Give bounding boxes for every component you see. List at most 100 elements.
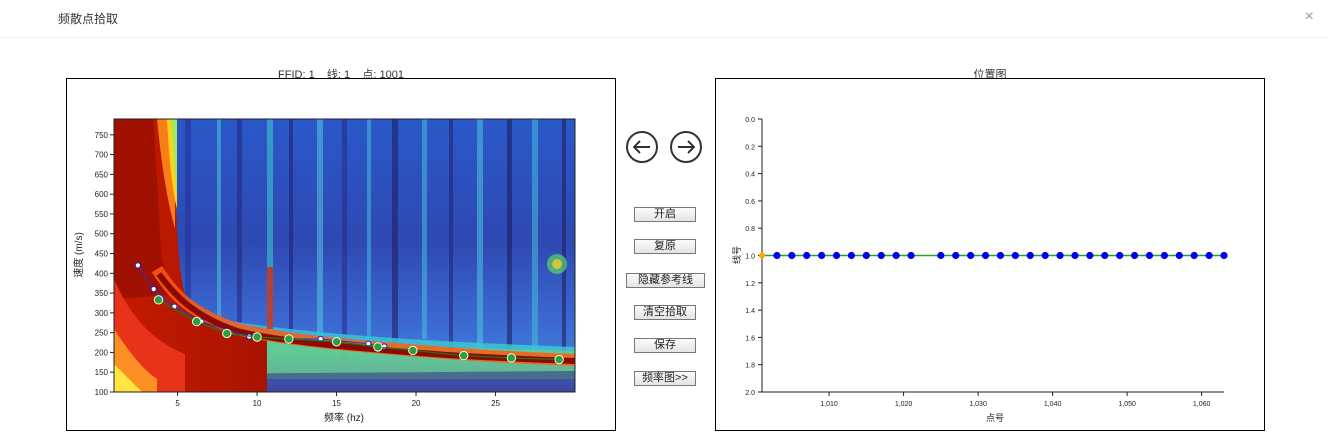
x-tick-label: 20 — [412, 399, 421, 408]
position-chart[interactable]: 0.0 0.2 0.4 0.6 0.8 1.0 1.2 1.4 1.6 1.8 2.0 1,010 1,… — [716, 79, 1264, 430]
x-axis-label: 点号 — [986, 413, 1004, 423]
x-tick-label: 10 — [253, 399, 262, 408]
position-point[interactable] — [1101, 251, 1109, 260]
position-chart-frame: 0.0 0.2 0.4 0.6 0.8 1.0 1.2 1.4 1.6 1.8 2.0 1,010 1,… — [715, 78, 1265, 431]
x-tick-label: 5 — [175, 399, 180, 408]
reference-point — [134, 262, 141, 269]
y-tick-label: 0.2 — [745, 144, 755, 151]
y-tick-label: 1.8 — [745, 363, 755, 370]
y-axis-label: 线号 — [731, 246, 742, 264]
position-point[interactable] — [1011, 251, 1019, 260]
y-tick-label: 600 — [95, 190, 109, 199]
y-tick-label: 0.6 — [745, 199, 755, 206]
position-point[interactable] — [996, 251, 1005, 260]
position-point[interactable] — [1086, 251, 1094, 260]
position-point[interactable] — [937, 251, 945, 260]
y-tick-label: 100 — [95, 388, 109, 397]
hide-reference-line-button[interactable]: 隐藏参考线 — [626, 273, 705, 288]
position-point[interactable] — [1071, 251, 1079, 260]
y-tick-label: 500 — [95, 230, 109, 239]
y-tick-label: 2.0 — [745, 390, 755, 397]
x-axis-label: 频率 (hz) — [324, 411, 364, 424]
position-point[interactable] — [952, 251, 960, 260]
y-tick-label: 700 — [95, 151, 109, 160]
position-point[interactable] — [862, 251, 870, 260]
x-tick-label: 1,010 — [820, 401, 838, 408]
x-tick-label: 1,060 — [1193, 401, 1211, 408]
picked-point[interactable] — [331, 337, 342, 347]
x-tick-label: 15 — [332, 399, 341, 408]
y-tick-label: 650 — [95, 170, 109, 179]
position-point[interactable] — [1205, 251, 1213, 260]
x-tick-label: 1,040 — [1044, 401, 1062, 408]
x-tick-label: 1,030 — [969, 401, 987, 408]
header-divider — [0, 37, 1328, 38]
position-point[interactable] — [1190, 251, 1198, 260]
y-axis-label: 速度 (m/s) — [72, 232, 85, 278]
x-tick-label: 1,050 — [1118, 401, 1136, 408]
y-tick-label: 0.0 — [745, 117, 755, 124]
restore-button[interactable]: 复原 — [634, 239, 696, 254]
position-point[interactable] — [892, 251, 900, 260]
position-point[interactable] — [1026, 251, 1034, 260]
picked-point[interactable] — [153, 295, 164, 305]
position-point[interactable] — [1145, 251, 1154, 260]
y-tick-label: 200 — [95, 348, 109, 357]
position-point[interactable] — [847, 251, 856, 260]
position-point[interactable] — [832, 251, 841, 260]
frequency-chart-button[interactable]: 频率图>> — [634, 371, 696, 386]
position-point[interactable] — [981, 251, 990, 260]
position-point[interactable] — [788, 251, 796, 260]
y-tick-label: 0.8 — [745, 226, 755, 233]
y-tick-label: 0.4 — [745, 172, 755, 179]
open-button[interactable]: 开启 — [634, 207, 696, 222]
picked-point[interactable] — [252, 332, 262, 342]
prev-button[interactable] — [626, 131, 658, 163]
position-point[interactable] — [967, 251, 975, 260]
y-tick-label: 300 — [95, 309, 109, 318]
position-point[interactable] — [1130, 251, 1139, 260]
dispersion-chart[interactable]: 5 10 15 20 25 100 150 200 250 300 350 400 450 500 550 6… — [67, 79, 615, 430]
position-point[interactable] — [818, 251, 826, 260]
reference-point — [150, 286, 157, 293]
arrow-left-circle-icon — [633, 140, 650, 154]
y-tick-label: 1.6 — [745, 335, 755, 342]
picked-point[interactable] — [408, 345, 418, 356]
position-point[interactable] — [1056, 251, 1064, 260]
picked-point[interactable] — [373, 342, 383, 352]
position-point[interactable] — [773, 251, 781, 260]
position-point[interactable] — [1041, 251, 1049, 260]
x-tick-label: 1,020 — [895, 401, 913, 408]
position-point[interactable] — [1116, 251, 1124, 260]
y-tick-label: 400 — [95, 269, 109, 278]
position-point[interactable] — [1175, 251, 1183, 260]
y-tick-label: 1.0 — [745, 254, 755, 261]
clear-picks-button[interactable]: 清空拾取 — [634, 305, 696, 320]
y-tick-label: 250 — [95, 329, 109, 338]
dispersion-chart-frame: 5 10 15 20 25 100 150 200 250 300 350 400 450 500 550 6… — [66, 78, 616, 431]
position-point[interactable] — [1160, 251, 1168, 260]
position-point[interactable] — [803, 251, 811, 260]
picked-point[interactable] — [222, 328, 232, 339]
position-point[interactable] — [907, 251, 915, 260]
dialog-title: 频散点拾取 — [58, 12, 119, 26]
next-button[interactable] — [670, 131, 702, 163]
x-tick-label: 25 — [491, 399, 500, 408]
heatmap-image — [114, 119, 575, 392]
plot-area-border — [113, 118, 576, 393]
picked-point[interactable] — [191, 316, 202, 327]
y-tick-label: 1.4 — [745, 308, 755, 315]
y-tick-label: 450 — [95, 250, 109, 259]
y-tick-label: 750 — [95, 131, 109, 140]
picked-point[interactable] — [459, 350, 469, 361]
picked-point[interactable] — [506, 353, 517, 363]
picked-point[interactable] — [554, 354, 564, 365]
current-position-point[interactable] — [759, 252, 765, 259]
y-tick-label: 150 — [95, 368, 109, 377]
position-point[interactable] — [1220, 251, 1228, 260]
save-button[interactable]: 保存 — [634, 338, 696, 353]
y-tick-label: 1.2 — [745, 281, 755, 288]
picked-point[interactable] — [284, 334, 294, 344]
close-icon[interactable]: × — [1304, 8, 1314, 25]
position-point[interactable] — [877, 251, 885, 260]
